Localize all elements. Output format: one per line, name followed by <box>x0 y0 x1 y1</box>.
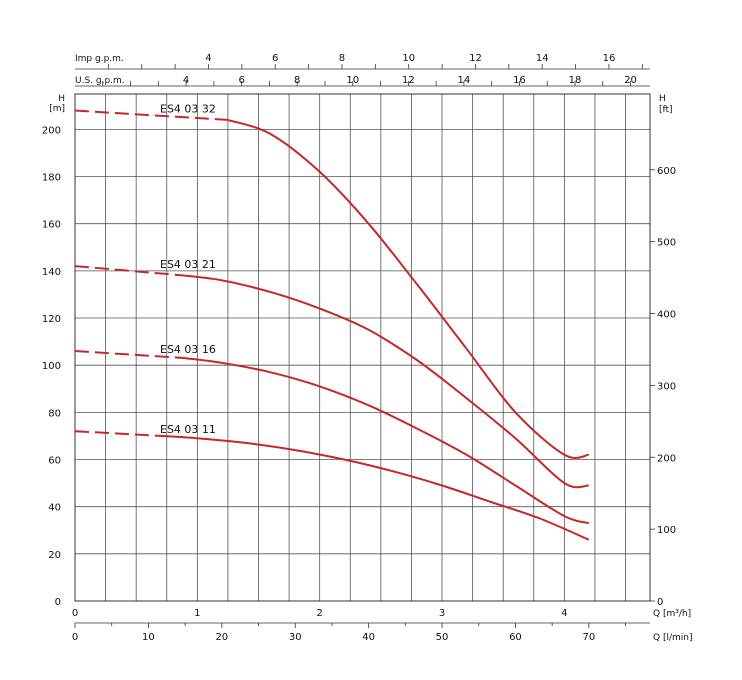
x-tick-label-lmin: 10 <box>142 632 155 643</box>
y-tick-label-m: 160 <box>42 220 61 231</box>
y-tick-label-m: 0 <box>55 597 61 608</box>
y-tick-label-m: 200 <box>42 125 61 136</box>
y-tick-label-m: 140 <box>42 267 61 278</box>
x-tick-label-lmin: 70 <box>582 632 595 643</box>
curve-label: ES4 03 16 <box>160 343 216 356</box>
gridlines <box>74 94 650 602</box>
y-tick-label-m: 120 <box>42 314 61 325</box>
top-tick-label-imp: 10 <box>402 53 415 64</box>
x-tick-label-m3h: 2 <box>316 608 322 619</box>
y-tick-label-m: 80 <box>48 408 61 419</box>
plot-frame <box>74 93 651 602</box>
curve-label: ES4 03 11 <box>160 423 216 436</box>
y-axis-unit-ft: [ft] <box>659 105 673 115</box>
top-axis-label-us: U.S. g.p.m. <box>75 76 125 86</box>
x-tick-label-lmin: 20 <box>215 632 228 643</box>
curve-dashed-segment <box>74 265 186 277</box>
curve-label: ES4 03 32 <box>160 103 216 116</box>
top-tick-label-us: 8 <box>294 75 300 86</box>
y-tick-label-m: 100 <box>42 361 61 372</box>
curve-solid-segment <box>184 357 590 525</box>
x-axis-label-lmin: Q [l/min] <box>653 633 692 643</box>
x-tick-label-m3h: 4 <box>561 608 567 619</box>
x-axis-label-m3h: Q [m³/h] <box>653 609 691 619</box>
curve-dashed-segment <box>74 350 186 360</box>
curve-label: ES4 03 21 <box>160 258 216 271</box>
curve-dashed-segment <box>74 109 228 121</box>
y-tick-label-ft: 100 <box>657 525 676 536</box>
x-tick-label-lmin: 40 <box>362 632 375 643</box>
top-tick-label-imp: 16 <box>603 53 616 64</box>
y-tick-label-ft: 0 <box>657 597 663 608</box>
top-tick-label-us: 20 <box>624 75 637 86</box>
y-tick-label-m: 180 <box>42 173 61 184</box>
curve-solid-segment <box>160 434 590 541</box>
top-tick-label-imp: 14 <box>536 53 549 64</box>
curve-solid-segment <box>184 274 589 489</box>
y-tick-label-m: 60 <box>48 456 61 467</box>
curve-solid-segment <box>227 118 589 459</box>
y-tick-label-m: 40 <box>48 503 61 514</box>
x-tick-label-m3h: 3 <box>439 608 445 619</box>
top-tick-label-imp: 4 <box>205 53 211 64</box>
top-tick-label-imp: 8 <box>339 53 345 64</box>
y-tick-label-ft: 200 <box>657 453 676 464</box>
x-tick-label-lmin: 30 <box>289 632 302 643</box>
y-tick-label-ft: 400 <box>657 310 676 321</box>
top-tick-label-imp: 6 <box>272 53 278 64</box>
x-tick-label-lmin: 50 <box>436 632 449 643</box>
y-axis-unit-m: [m] <box>49 104 65 114</box>
top-tick-label-imp: 12 <box>469 53 482 64</box>
top-axis-label-imp: Imp g.p.m. <box>75 54 124 64</box>
x-tick-label-lmin: 60 <box>509 632 522 643</box>
x-tick-label-m3h: 0 <box>72 608 78 619</box>
top-tick-label-us: 12 <box>402 75 415 86</box>
top-tick-label-us: 18 <box>569 75 582 86</box>
y-tick-label-ft: 600 <box>657 166 676 177</box>
top-tick-label-us: 6 <box>238 75 244 86</box>
y-tick-label-ft: 300 <box>657 381 676 392</box>
x-tick-label-lmin: 0 <box>72 632 78 643</box>
top-tick-label-us: 16 <box>513 75 526 86</box>
x-tick-label-m3h: 1 <box>194 608 200 619</box>
y-axis-label-m: H <box>58 94 65 104</box>
y-tick-label-ft: 500 <box>657 238 676 249</box>
curve-dashed-segment <box>74 430 161 437</box>
top-tick-label-us: 10 <box>346 75 359 86</box>
top-tick-label-us: 14 <box>458 75 471 86</box>
y-axis-label-ft: H <box>659 94 666 104</box>
top-tick-label-us: 4 <box>183 75 189 86</box>
y-tick-label-m: 20 <box>48 550 61 561</box>
